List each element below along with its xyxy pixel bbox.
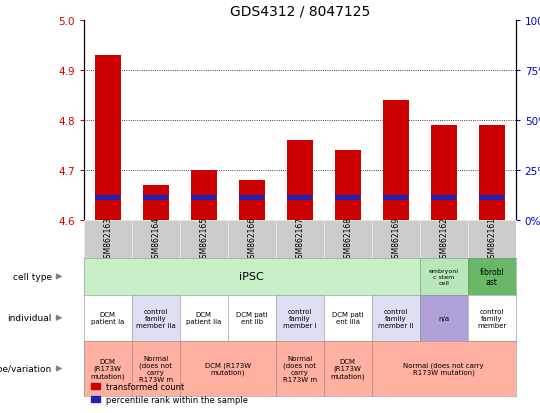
Bar bbox=[94, 56, 121, 221]
Text: DCM
(R173W
mutation): DCM (R173W mutation) bbox=[90, 358, 125, 379]
Bar bbox=[334, 151, 361, 221]
Text: Normal (does not carry
R173W mutation): Normal (does not carry R173W mutation) bbox=[403, 362, 484, 375]
Text: individual: individual bbox=[8, 313, 52, 323]
Text: Normal
(does not
carry
R173W m: Normal (does not carry R173W m bbox=[282, 355, 317, 382]
Bar bbox=[383, 196, 408, 201]
Bar bbox=[191, 171, 217, 221]
Text: GSM862161: GSM862161 bbox=[487, 216, 496, 263]
Legend: transformed count, percentile rank within the sample: transformed count, percentile rank withi… bbox=[88, 378, 252, 407]
Text: GSM862165: GSM862165 bbox=[199, 216, 208, 263]
Text: DCM pati
ent IIIa: DCM pati ent IIIa bbox=[332, 311, 363, 325]
Bar bbox=[287, 196, 312, 201]
Title: GDS4312 / 8047125: GDS4312 / 8047125 bbox=[230, 4, 370, 18]
Bar bbox=[239, 196, 264, 201]
Text: control
family
member: control family member bbox=[477, 308, 507, 328]
Text: control
family
member I: control family member I bbox=[283, 308, 316, 328]
Text: cell type: cell type bbox=[13, 272, 52, 281]
Bar bbox=[430, 126, 457, 221]
Bar bbox=[431, 196, 456, 201]
Text: GSM862164: GSM862164 bbox=[151, 216, 160, 263]
Text: GSM862167: GSM862167 bbox=[295, 216, 304, 263]
Bar bbox=[287, 141, 313, 221]
Bar bbox=[95, 196, 120, 201]
Bar bbox=[335, 196, 360, 201]
Text: GSM862163: GSM862163 bbox=[103, 216, 112, 263]
Text: DCM
patient IIa: DCM patient IIa bbox=[186, 311, 221, 325]
Text: GSM862169: GSM862169 bbox=[391, 216, 400, 263]
Bar bbox=[478, 126, 505, 221]
Bar bbox=[191, 196, 216, 201]
Text: control
family
member II: control family member II bbox=[378, 308, 414, 328]
Text: GSM862162: GSM862162 bbox=[439, 216, 448, 263]
Text: DCM
(R173W
mutation): DCM (R173W mutation) bbox=[330, 358, 365, 379]
Text: DCM pati
ent IIb: DCM pati ent IIb bbox=[236, 311, 267, 325]
Text: n/a: n/a bbox=[438, 315, 449, 321]
Text: GSM862166: GSM862166 bbox=[247, 216, 256, 263]
Text: genotype/variation: genotype/variation bbox=[0, 364, 52, 373]
Text: DCM
patient Ia: DCM patient Ia bbox=[91, 311, 124, 325]
Text: Normal
(does not
carry
R173W m: Normal (does not carry R173W m bbox=[139, 355, 173, 382]
Text: control
family
member IIa: control family member IIa bbox=[136, 308, 176, 328]
Bar bbox=[143, 196, 168, 201]
Text: fibrobl
ast: fibrobl ast bbox=[480, 267, 504, 286]
Text: embryoni
c stem
cell: embryoni c stem cell bbox=[429, 268, 458, 285]
Text: GSM862168: GSM862168 bbox=[343, 216, 352, 263]
Bar bbox=[479, 196, 504, 201]
Text: iPSC: iPSC bbox=[239, 272, 264, 282]
Bar bbox=[239, 181, 265, 221]
Bar bbox=[143, 186, 169, 221]
Bar bbox=[382, 101, 409, 221]
Text: DCM (R173W
mutation): DCM (R173W mutation) bbox=[205, 362, 251, 375]
